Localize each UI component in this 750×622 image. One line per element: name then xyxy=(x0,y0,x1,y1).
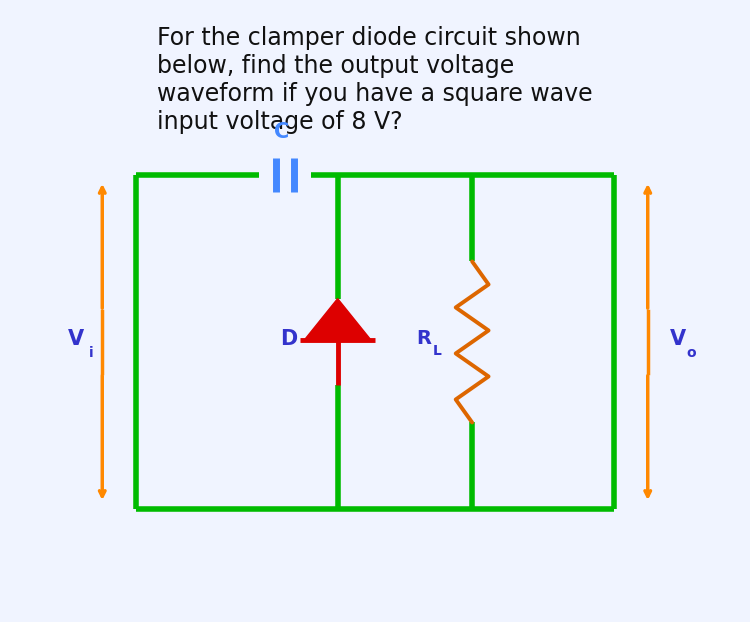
Text: R: R xyxy=(416,330,431,348)
Text: o: o xyxy=(686,346,696,360)
Text: D: D xyxy=(280,329,298,349)
Text: L: L xyxy=(433,344,442,358)
Text: V: V xyxy=(670,329,686,349)
Text: i: i xyxy=(88,346,93,360)
Text: For the clamper diode circuit shown
below, find the output voltage
waveform if y: For the clamper diode circuit shown belo… xyxy=(158,26,592,134)
Text: V: V xyxy=(68,329,84,349)
Polygon shape xyxy=(304,299,371,340)
Text: C: C xyxy=(274,123,290,142)
